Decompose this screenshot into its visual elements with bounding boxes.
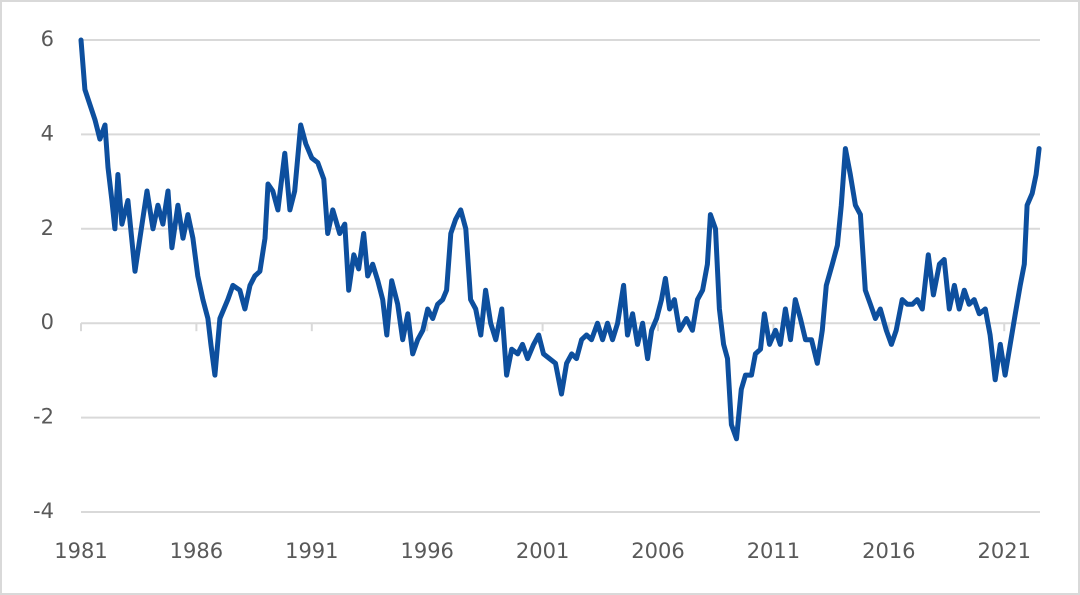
- y-tick-label: 4: [41, 121, 54, 145]
- x-tick-label: 2011: [747, 539, 800, 563]
- x-tick-label: 2021: [977, 539, 1030, 563]
- x-tick-label: 1991: [285, 539, 338, 563]
- x-tick-label: 1986: [170, 539, 223, 563]
- y-tick-label: 0: [41, 310, 54, 334]
- x-tick-label: 1981: [54, 539, 107, 563]
- x-tick-label: 1996: [400, 539, 453, 563]
- y-tick-label: -4: [33, 499, 54, 523]
- y-tick-label: 6: [41, 27, 54, 51]
- x-tick-label: 2001: [516, 539, 569, 563]
- y-tick-label: -2: [33, 405, 54, 429]
- y-tick-label: 2: [41, 216, 54, 240]
- data-line: [78, 37, 1042, 442]
- x-tick-label: 2006: [631, 539, 684, 563]
- x-tick-label: 2016: [862, 539, 915, 563]
